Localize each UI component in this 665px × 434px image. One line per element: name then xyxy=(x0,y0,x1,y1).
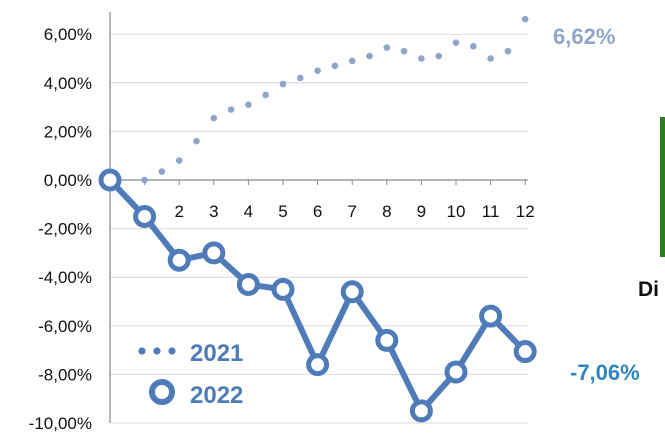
series-2022-marker xyxy=(375,328,399,352)
series-2021-point xyxy=(487,55,494,62)
series-2022-marker xyxy=(236,272,260,296)
x-tick-label: 5 xyxy=(278,202,287,221)
series-2021-point xyxy=(141,176,148,184)
series-2021-point xyxy=(470,43,477,50)
series-2022-marker xyxy=(133,204,157,228)
series-2022-marker xyxy=(167,248,191,272)
series-2022-marker xyxy=(98,168,122,192)
series-2022-marker xyxy=(444,360,468,384)
series-2021-point xyxy=(452,39,460,47)
series-2021-point xyxy=(245,101,252,108)
series-2021-point xyxy=(366,52,373,60)
legend-marker-2022 xyxy=(149,379,175,405)
x-tick-label: 8 xyxy=(382,202,391,221)
x-tick-label: 4 xyxy=(244,202,253,221)
y-tick-label: -2,00% xyxy=(38,220,92,239)
x-tick-labels: 123456789101112 xyxy=(140,202,535,221)
y-tick-label: 2,00% xyxy=(44,122,92,141)
series-2021-point xyxy=(193,137,200,145)
series-2021-point xyxy=(210,114,218,122)
y-tick-label: -6,00% xyxy=(38,317,92,336)
legend-label-2022: 2022 xyxy=(190,382,243,409)
x-tick-label: 10 xyxy=(447,202,466,221)
series-2022 xyxy=(98,168,537,423)
x-tick-label: 9 xyxy=(417,202,426,221)
series-2022-marker xyxy=(306,353,330,377)
y-tick-label: 6,00% xyxy=(44,25,92,44)
series-2022-marker xyxy=(479,304,503,328)
series-2022-marker xyxy=(340,280,364,304)
series-2022-marker xyxy=(409,399,433,423)
y-tick-label: -10,00% xyxy=(29,414,92,433)
x-tick-label: 6 xyxy=(313,202,322,221)
series-2021-point xyxy=(175,157,183,164)
series-2021-point xyxy=(227,106,235,113)
series-2021-point xyxy=(331,62,339,70)
side-panel-bar xyxy=(660,117,665,257)
end-label-2021: 6,62% xyxy=(553,24,615,49)
x-tick-label: 3 xyxy=(209,202,218,221)
series-2022-marker xyxy=(513,340,537,364)
x-tick-label: 7 xyxy=(347,202,356,221)
series-2021-point xyxy=(521,15,529,23)
series-2021-point xyxy=(418,55,425,62)
y-tick-label: 4,00% xyxy=(44,74,92,93)
series-2021-point xyxy=(297,74,304,82)
series-2021-point xyxy=(348,57,356,65)
x-tick-label: 2 xyxy=(174,202,183,221)
end-label-2022: -7,06% xyxy=(570,360,640,385)
series-2021-point xyxy=(262,91,270,99)
series-2021-point xyxy=(504,47,512,55)
series-2021-point xyxy=(400,47,408,55)
y-tick-labels: 6,00% 4,00% 2,00% 0,00% -2,00% -4,00% -6,00% -8… xyxy=(29,25,92,433)
series-2021 xyxy=(106,15,529,184)
legend-marker-2021 xyxy=(138,347,176,355)
x-tick-label: 12 xyxy=(516,202,535,221)
side-panel-text: Di xyxy=(638,278,659,301)
y-tick-label: -8,00% xyxy=(38,365,92,384)
y-tick-label: -4,00% xyxy=(38,268,92,287)
series-2021-point xyxy=(314,67,321,74)
series-2021-point xyxy=(383,44,391,51)
series-2021-point xyxy=(279,80,287,88)
legend-label-2021: 2021 xyxy=(190,340,243,367)
y-tick-label: 0,00% xyxy=(44,171,92,190)
series-2021-point xyxy=(435,52,443,60)
x-tick-label: 11 xyxy=(482,202,500,221)
series-2021-point xyxy=(158,168,166,175)
series-2022-marker xyxy=(271,277,295,301)
legend: 2021 2022 xyxy=(138,340,243,409)
series-2022-marker xyxy=(202,241,226,265)
